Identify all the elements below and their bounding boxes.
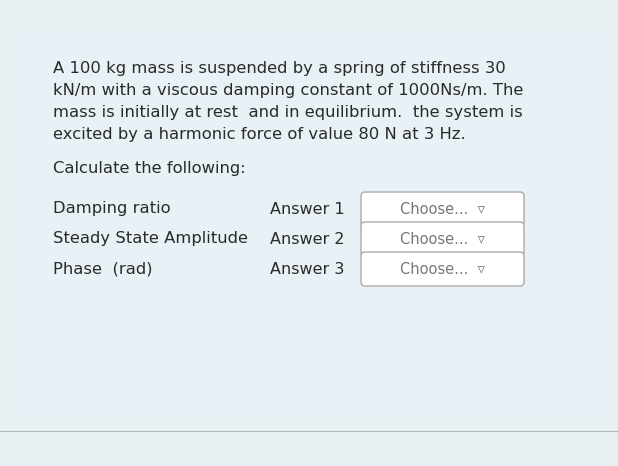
Text: Choose...  ▿: Choose... ▿ [400,261,485,276]
FancyBboxPatch shape [20,31,605,416]
Text: excited by a harmonic force of value 80 N at 3 Hz.: excited by a harmonic force of value 80 … [53,127,465,142]
Text: Answer 3: Answer 3 [270,261,344,276]
Text: Damping ratio: Damping ratio [53,201,171,217]
Text: Answer 1: Answer 1 [270,201,345,217]
Text: A 100 kg mass is suspended by a spring of stiffness 30: A 100 kg mass is suspended by a spring o… [53,61,506,76]
Text: Answer 2: Answer 2 [270,232,344,247]
FancyBboxPatch shape [361,222,524,256]
Text: Steady State Amplitude: Steady State Amplitude [53,232,248,247]
Text: Choose...  ▿: Choose... ▿ [400,201,485,217]
Text: Phase  (rad): Phase (rad) [53,261,153,276]
Text: Choose...  ▿: Choose... ▿ [400,232,485,247]
Text: kN/m with a viscous damping constant of 1000Ns/m. The: kN/m with a viscous damping constant of … [53,83,523,98]
Text: mass is initially at rest  and in equilibrium.  the system is: mass is initially at rest and in equilib… [53,105,523,120]
FancyBboxPatch shape [361,252,524,286]
FancyBboxPatch shape [361,192,524,226]
Text: Calculate the following:: Calculate the following: [53,161,245,176]
